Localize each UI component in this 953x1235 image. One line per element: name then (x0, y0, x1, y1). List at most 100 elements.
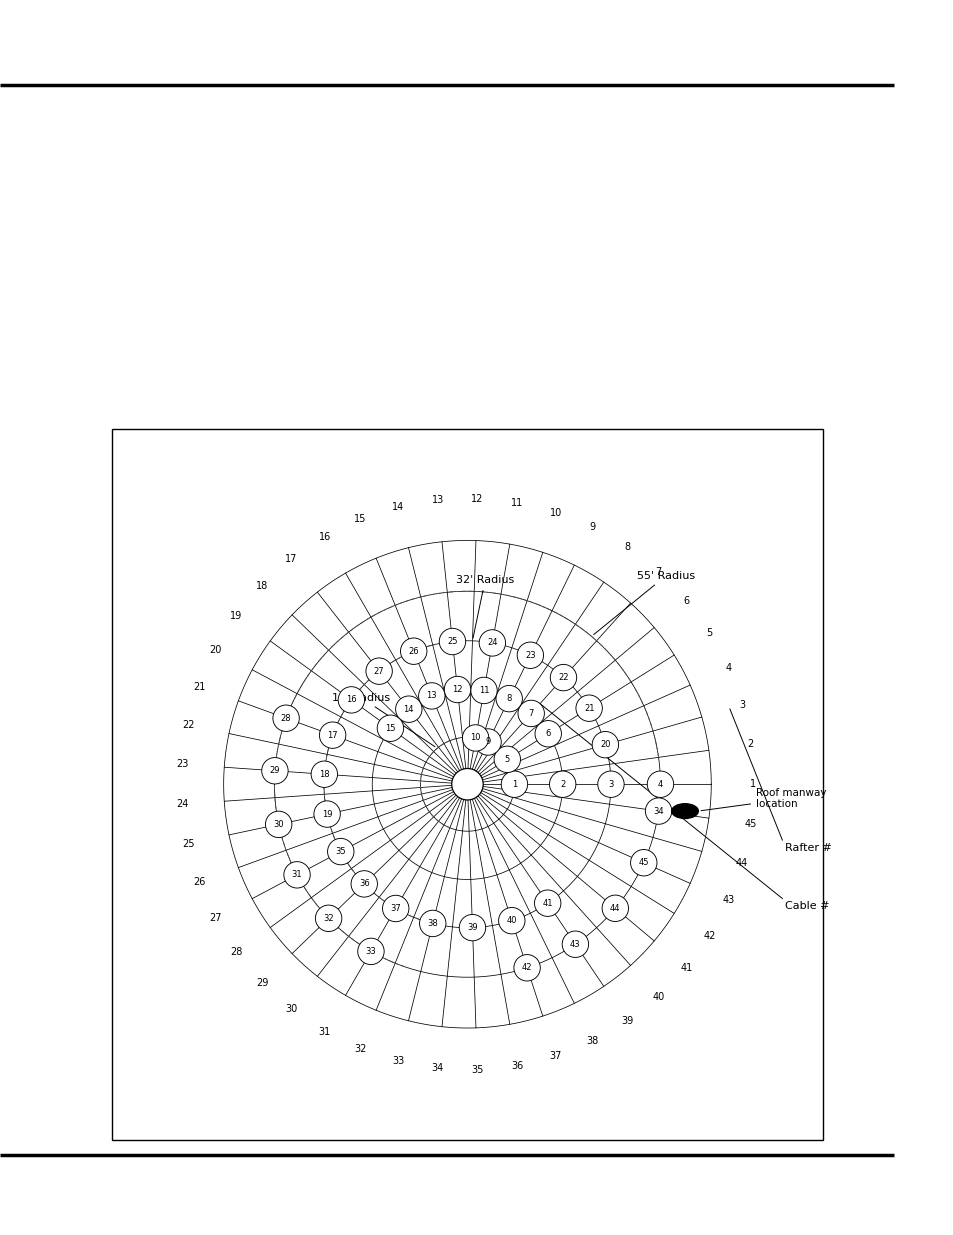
Text: 3: 3 (608, 779, 613, 789)
Text: Roof manway
location: Roof manway location (700, 788, 825, 810)
Text: 25: 25 (182, 839, 194, 848)
Text: 7: 7 (655, 567, 661, 577)
Text: 27: 27 (374, 667, 384, 676)
Text: 28: 28 (230, 947, 242, 957)
Text: 32: 32 (354, 1044, 366, 1055)
Text: 23: 23 (524, 651, 536, 659)
Circle shape (496, 685, 522, 711)
Text: 55' Radius: 55' Radius (593, 571, 695, 635)
Circle shape (311, 761, 337, 788)
Text: 6: 6 (682, 595, 689, 605)
Text: 32' Radius: 32' Radius (456, 576, 514, 638)
Text: 8: 8 (506, 694, 512, 703)
Text: 2: 2 (559, 779, 565, 789)
Text: 42: 42 (521, 963, 532, 972)
Text: 14: 14 (392, 501, 404, 513)
Text: 42: 42 (702, 931, 715, 941)
Text: 30: 30 (285, 1004, 297, 1014)
Circle shape (382, 895, 409, 921)
Circle shape (478, 630, 505, 656)
Circle shape (366, 658, 392, 684)
Text: 1: 1 (511, 779, 517, 789)
Text: 44: 44 (735, 858, 747, 868)
Text: 10: 10 (549, 508, 561, 517)
Circle shape (462, 725, 488, 751)
Text: 41: 41 (542, 899, 553, 908)
Circle shape (261, 757, 288, 784)
Text: 20: 20 (209, 645, 221, 655)
Circle shape (630, 850, 657, 876)
Text: 10: 10 (470, 734, 480, 742)
Circle shape (438, 629, 465, 655)
Text: 40: 40 (506, 916, 517, 925)
Text: 22: 22 (182, 720, 194, 730)
Text: 36: 36 (358, 879, 369, 888)
Text: 43: 43 (721, 895, 734, 905)
Circle shape (514, 955, 539, 981)
Text: 15: 15 (385, 724, 395, 732)
Circle shape (517, 700, 544, 726)
Text: 38: 38 (427, 919, 437, 927)
Circle shape (315, 905, 341, 931)
Circle shape (592, 731, 618, 758)
Text: 12: 12 (471, 494, 483, 504)
Text: 13: 13 (431, 495, 443, 505)
Text: 26: 26 (193, 877, 205, 887)
Text: 14: 14 (403, 705, 414, 714)
Circle shape (419, 910, 445, 936)
Circle shape (576, 695, 601, 721)
Text: 4: 4 (658, 779, 662, 789)
Text: 21: 21 (193, 682, 205, 692)
Text: 7: 7 (528, 709, 534, 718)
Text: 31: 31 (318, 1026, 331, 1036)
Text: 35: 35 (471, 1065, 483, 1074)
Text: 45: 45 (743, 819, 756, 829)
Text: 8: 8 (623, 542, 630, 552)
Text: 20: 20 (599, 740, 610, 750)
Text: 18: 18 (318, 769, 330, 779)
Text: 18: 18 (255, 580, 268, 590)
Text: Rafter #: Rafter # (784, 842, 831, 852)
Text: 19: 19 (230, 611, 242, 621)
Text: 38: 38 (586, 1036, 598, 1046)
Circle shape (498, 908, 524, 934)
Text: 27: 27 (209, 914, 221, 924)
Text: 5: 5 (504, 755, 510, 763)
Text: 3: 3 (739, 700, 744, 710)
Text: 33: 33 (392, 1056, 404, 1067)
Text: 2: 2 (746, 740, 753, 750)
Circle shape (319, 722, 346, 748)
Text: 37: 37 (549, 1051, 561, 1061)
Text: 32: 32 (323, 914, 334, 923)
Circle shape (475, 729, 500, 756)
Circle shape (400, 638, 426, 664)
Text: 9: 9 (589, 522, 595, 532)
Text: 23: 23 (176, 760, 189, 769)
Text: 19: 19 (321, 810, 332, 819)
Text: Cable #: Cable # (784, 902, 828, 911)
Circle shape (376, 715, 403, 741)
Text: 34: 34 (653, 806, 663, 815)
Text: 36: 36 (511, 1061, 522, 1071)
Text: 30: 30 (274, 820, 284, 829)
Text: 21: 21 (583, 704, 594, 713)
Text: 17: 17 (285, 555, 297, 564)
Circle shape (500, 771, 527, 798)
Circle shape (351, 871, 377, 897)
Circle shape (561, 931, 588, 957)
Text: 4: 4 (724, 663, 731, 673)
Text: 43: 43 (570, 940, 580, 948)
Text: 31: 31 (292, 871, 302, 879)
Text: 9: 9 (485, 737, 490, 746)
Circle shape (470, 677, 497, 704)
Text: 12: 12 (452, 685, 462, 694)
Text: 6: 6 (545, 729, 550, 739)
Circle shape (534, 890, 560, 916)
Circle shape (273, 705, 299, 731)
Circle shape (535, 720, 560, 747)
Text: 29: 29 (270, 766, 280, 776)
Text: 24: 24 (487, 638, 497, 647)
Circle shape (549, 771, 576, 798)
Circle shape (458, 914, 485, 941)
Circle shape (444, 677, 470, 703)
